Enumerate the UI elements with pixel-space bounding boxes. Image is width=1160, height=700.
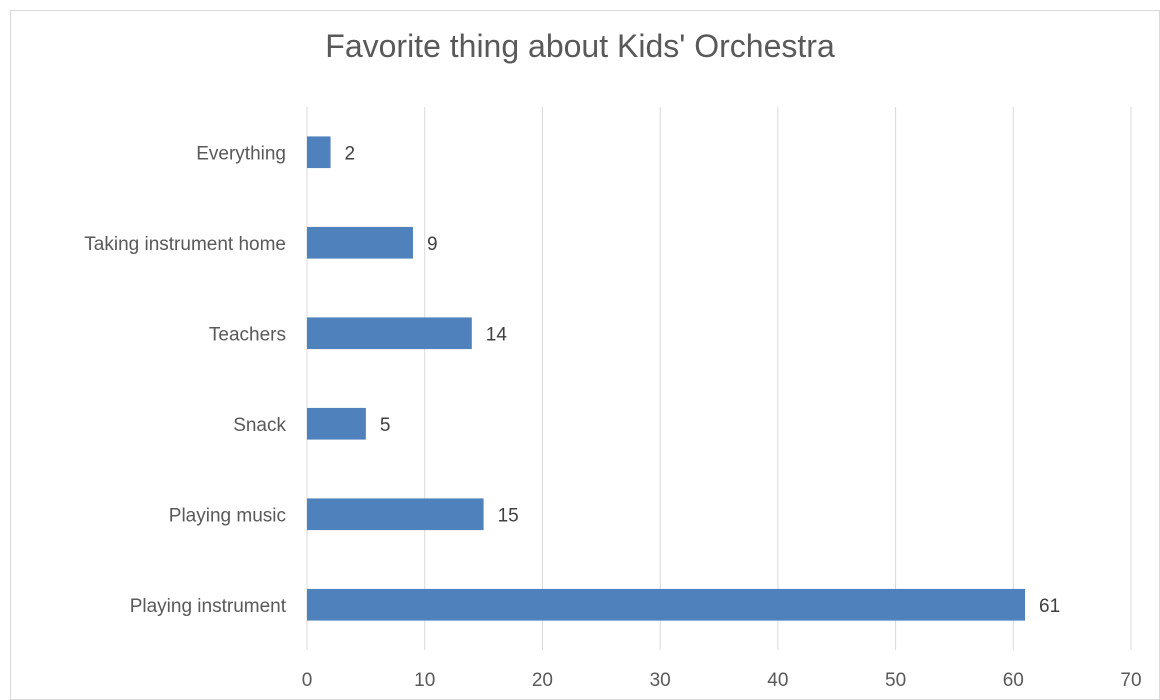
x-tick-label-20: 20 [532, 670, 553, 691]
x-tick-label-50: 50 [885, 670, 906, 691]
x-tick-label-10: 10 [414, 670, 435, 691]
data-label-5: 2 [345, 143, 356, 164]
category-label-2: Snack [233, 415, 286, 436]
data-label-2: 5 [380, 415, 391, 436]
category-label-5: Everything [196, 143, 286, 164]
x-tick-label-0: 0 [302, 670, 313, 691]
category-label-3: Teachers [209, 324, 286, 345]
x-tick-label-30: 30 [650, 670, 671, 691]
bar-4 [307, 226, 413, 259]
bar-5 [307, 136, 331, 169]
chart-title: Favorite thing about Kids' Orchestra [325, 28, 835, 64]
data-label-0: 61 [1039, 596, 1060, 617]
bar-2 [307, 407, 366, 440]
bar-1 [307, 498, 484, 531]
x-tick-label-60: 60 [1003, 670, 1024, 691]
chart-frame [10, 10, 1160, 700]
bar-3 [307, 317, 472, 350]
category-label-1: Playing music [169, 505, 286, 526]
category-label-4: Taking instrument home [84, 234, 286, 255]
data-label-3: 14 [486, 324, 508, 345]
x-tick-label-70: 70 [1120, 670, 1141, 691]
data-label-1: 15 [498, 505, 519, 526]
data-label-4: 9 [427, 234, 438, 255]
bar-0 [307, 588, 1026, 621]
category-label-0: Playing instrument [130, 596, 287, 617]
x-tick-label-40: 40 [767, 670, 788, 691]
